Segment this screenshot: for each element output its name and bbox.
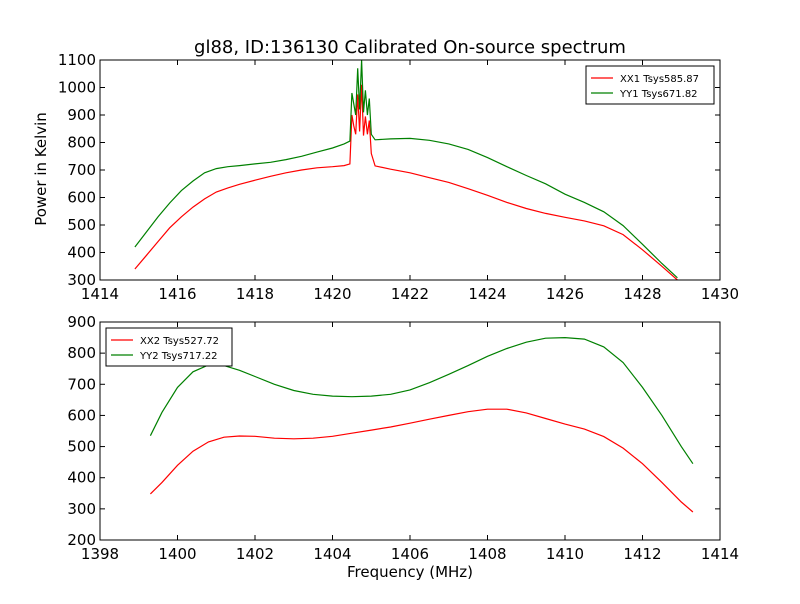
x-tick-label: 1410 [546,545,584,563]
y-tick-label: 600 [67,189,96,207]
x-tick-label: 1400 [158,545,196,563]
legend-box [585,65,715,105]
x-tick-label: 1404 [313,545,351,563]
legend-entry: YY1 Tsys671.82 [619,89,698,100]
legend-entry: XX1 Tsys585.87 [620,74,699,85]
x-tick-label: 1402 [236,545,274,563]
legend: XX2 Tsys527.72 YY2 Tsys717.22 [105,327,233,367]
bottom-panel: 1398 1400 1402 1404 1406 1408 1410 1412 1414 200 3… [67,313,739,563]
x-tick-label: 1408 [468,545,506,563]
y-tick-label: 800 [67,134,96,152]
x-tick-label: 1416 [158,285,196,303]
x-tick-label: 1414 [701,545,739,563]
x-tick-label: 1406 [391,545,429,563]
y-tick-label: 600 [67,406,96,424]
x-tick-label: 1420 [313,285,351,303]
y-tick-label: 500 [67,216,96,234]
series-line-xx1 [134,84,678,280]
y-tick-label: 300 [67,271,96,289]
x-tick-label: 1414 [81,285,119,303]
figure-title: gl88, ID:136130 Calibrated On-source spe… [194,37,626,58]
top-panel: 1414 1416 1418 1420 1422 1424 1426 1428 1430 300 4… [58,51,739,303]
legend-box [105,327,233,367]
x-tick-label: 1422 [391,285,429,303]
y-tick-label: 1100 [58,51,96,69]
y-tick-label: 800 [67,344,96,362]
x-tick-label: 1428 [623,285,661,303]
x-tick-label: 1398 [81,545,119,563]
x-tick-label: 1426 [546,285,584,303]
y-tick-label: 700 [67,375,96,393]
y-tick-label: 1000 [58,79,96,97]
series-line-yy1 [134,60,678,279]
x-axis-label: Frequency (MHz) [347,563,473,581]
legend-entry: YY2 Tsys717.22 [139,351,218,362]
series-line-xx2 [149,408,694,513]
y-axis-label: Power in Kelvin [32,112,50,226]
y-tick-label: 400 [67,244,96,262]
legend: XX1 Tsys585.87 YY1 Tsys671.82 [585,65,715,105]
y-tick-label: 500 [67,438,96,456]
y-tick-label: 400 [67,469,96,487]
legend-entry: XX2 Tsys527.72 [140,336,219,347]
x-tick-label: 1430 [701,285,739,303]
x-tick-label: 1412 [623,545,661,563]
x-tick-label: 1418 [236,285,274,303]
y-tick-label: 900 [67,313,96,331]
y-tick-label: 300 [67,500,96,518]
y-tick-label: 700 [67,161,96,179]
x-tick-label: 1424 [468,285,506,303]
y-tick-label: 900 [67,106,96,124]
y-tick-label: 200 [67,531,96,549]
